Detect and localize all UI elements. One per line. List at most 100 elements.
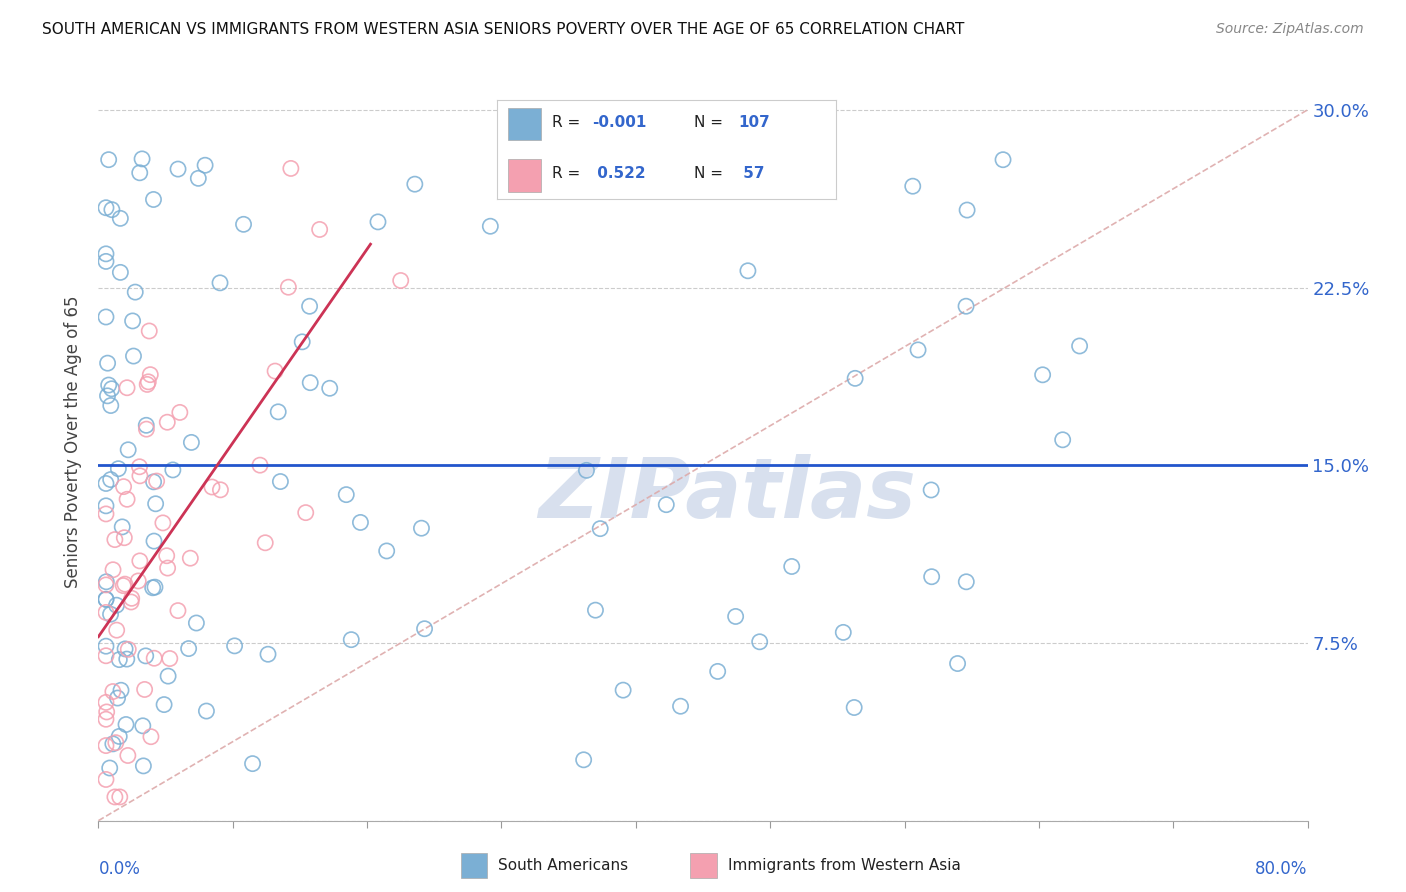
Point [108,652,131,666]
Point [135,418,157,433]
Point [97,356,120,370]
Point [142,581,165,595]
Point [100,473,122,487]
Point [101,202,124,217]
Point [128,459,150,474]
Point [94,310,117,324]
Point [167,604,190,618]
Point [100,382,122,396]
Point [413,622,436,636]
Point [844,700,866,714]
Point [94,739,117,753]
Point [298,299,321,313]
Point [522,160,544,174]
Point [107,691,129,706]
Point [411,521,433,535]
Point [122,349,145,363]
Point [94,254,117,268]
Point [187,171,209,186]
Point [367,215,389,229]
Point [94,772,117,787]
Point [104,789,127,804]
Point [152,516,174,530]
Point [479,219,502,234]
Text: SOUTH AMERICAN VS IMMIGRANTS FROM WESTERN ASIA SENIORS POVERTY OVER THE AGE OF 6: SOUTH AMERICAN VS IMMIGRANTS FROM WESTER… [42,22,965,37]
Point [267,405,290,419]
Point [136,375,159,389]
Point [169,405,191,419]
Point [108,730,131,744]
Point [94,592,117,607]
Point [299,376,322,390]
Point [280,161,302,176]
FancyBboxPatch shape [461,853,488,878]
Point [132,719,155,733]
Point [96,389,118,403]
Point [143,580,166,594]
Point [94,507,117,521]
Point [589,522,612,536]
Point [135,422,157,436]
Point [724,609,747,624]
Point [96,574,118,589]
Point [105,623,128,637]
FancyBboxPatch shape [690,853,717,878]
Point [139,368,162,382]
Point [124,285,146,299]
Point [128,166,150,180]
Point [115,652,138,666]
Point [186,615,208,630]
Point [575,463,598,477]
Point [156,415,179,429]
Point [129,468,152,483]
Point [335,488,357,502]
Point [94,648,117,663]
Point [572,753,595,767]
Point [135,648,157,663]
Point [115,381,138,395]
Point [115,717,138,731]
Y-axis label: Seniors Poverty Over the Age of 65: Seniors Poverty Over the Age of 65 [65,295,83,588]
Point [257,647,280,661]
Point [101,737,124,751]
Point [1069,339,1091,353]
Point [1032,368,1054,382]
Point [127,574,149,588]
Point [180,435,202,450]
Point [294,506,316,520]
Point [143,534,166,549]
Point [112,480,135,494]
Point [136,377,159,392]
Point [208,276,231,290]
Point [100,607,122,622]
Point [264,364,287,378]
Point [117,442,139,457]
Point [105,598,128,612]
Point [224,639,246,653]
Point [156,549,179,563]
Point [94,499,117,513]
Point [114,641,136,656]
Point [128,554,150,568]
Point [114,577,136,591]
Point [585,603,607,617]
Point [142,193,165,207]
Point [920,483,942,497]
Point [209,483,232,497]
Point [108,789,131,804]
Point [101,563,124,577]
Point [104,736,127,750]
Text: 0.0%: 0.0% [98,860,141,878]
Point [96,705,118,719]
Point [153,698,176,712]
Point [291,334,314,349]
Point [277,280,299,294]
Point [120,595,142,609]
Point [162,463,184,477]
Point [242,756,264,771]
Point [156,561,179,575]
Point [349,516,371,530]
Point [780,559,803,574]
Point [145,474,167,488]
Point [94,606,117,620]
